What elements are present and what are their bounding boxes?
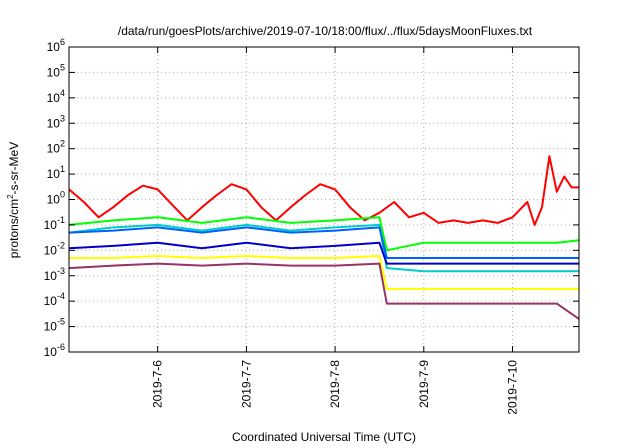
y-tick-label: 10-1 bbox=[44, 215, 65, 232]
y-tick-label: 10-5 bbox=[44, 317, 65, 334]
series-line-7 bbox=[68, 262, 580, 320]
chart-title: /data/run/goesPlots/archive/2019-07-10/1… bbox=[118, 24, 533, 38]
x-tick-label: 2019-7-10 bbox=[505, 360, 519, 415]
x-axis-label: Coordinated Universal Time (UTC) bbox=[232, 430, 416, 444]
x-tick-label: 2019-7-7 bbox=[239, 360, 253, 408]
series-lines bbox=[68, 155, 580, 320]
y-tick-label: 10-4 bbox=[44, 291, 65, 308]
x-tick-label: 2019-7-8 bbox=[328, 360, 342, 408]
x-tick-label: 2019-7-9 bbox=[417, 360, 431, 408]
y-tick-label: 101 bbox=[47, 164, 65, 181]
series-line-5 bbox=[68, 241, 579, 265]
y-tick-label: 103 bbox=[47, 113, 65, 130]
y-tick-label: 10-3 bbox=[44, 266, 65, 283]
grid bbox=[69, 47, 579, 352]
x-tick-label: 2019-7-6 bbox=[151, 360, 165, 408]
series-line-2 bbox=[68, 216, 580, 252]
series-line-1 bbox=[68, 155, 579, 226]
y-tick-label: 10-2 bbox=[44, 240, 65, 257]
y-tick-label: 106 bbox=[47, 37, 65, 54]
y-tick-label: 100 bbox=[47, 190, 65, 207]
y-tick-label: 10-6 bbox=[44, 342, 65, 359]
y-tick-label: 102 bbox=[47, 139, 65, 156]
series-line-6 bbox=[69, 255, 579, 290]
series-line-4 bbox=[68, 226, 579, 259]
y-axis-label: protons/cm2-s-sr-MeV bbox=[6, 142, 21, 258]
y-tick-label: 104 bbox=[47, 88, 65, 105]
y-tick-label: 105 bbox=[47, 62, 65, 79]
x-axis-ticks: 2019-7-6 2019-7-7 2019-7-8 2019-7-9 2019-7-1… bbox=[151, 47, 519, 415]
series-line-3 bbox=[68, 223, 579, 273]
